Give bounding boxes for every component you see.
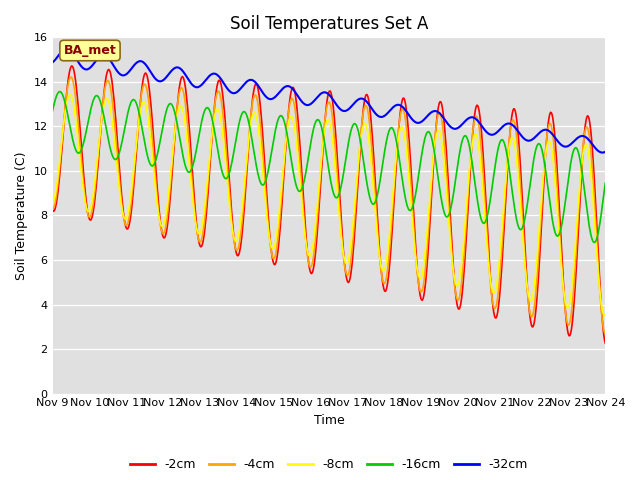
- -2cm: [397, 106, 404, 111]
- -8cm: [59, 131, 67, 137]
- -32cm: [397, 103, 404, 108]
- -2cm: [68, 63, 76, 69]
- -16cm: [172, 117, 180, 122]
- -32cm: [63, 46, 70, 51]
- -4cm: [602, 331, 609, 336]
- -2cm: [602, 340, 609, 346]
- -16cm: [116, 147, 124, 153]
- -4cm: [67, 74, 75, 80]
- X-axis label: Time: Time: [314, 414, 344, 427]
- -32cm: [116, 72, 124, 77]
- -4cm: [413, 267, 420, 273]
- -8cm: [413, 264, 420, 270]
- -32cm: [202, 77, 209, 83]
- -32cm: [172, 65, 180, 71]
- -8cm: [49, 201, 56, 206]
- -2cm: [116, 175, 124, 181]
- Line: -16cm: -16cm: [52, 92, 605, 242]
- Text: BA_met: BA_met: [63, 44, 116, 57]
- -8cm: [397, 125, 404, 131]
- -2cm: [59, 138, 67, 144]
- -16cm: [591, 240, 598, 245]
- Line: -2cm: -2cm: [52, 66, 605, 343]
- -2cm: [202, 220, 209, 226]
- -4cm: [202, 208, 209, 214]
- -4cm: [172, 112, 180, 118]
- -16cm: [49, 108, 56, 114]
- -8cm: [202, 197, 209, 203]
- -32cm: [59, 48, 67, 54]
- -16cm: [413, 183, 420, 189]
- -16cm: [60, 94, 67, 99]
- -4cm: [49, 206, 56, 212]
- -8cm: [116, 194, 124, 200]
- -16cm: [397, 166, 404, 172]
- Line: -4cm: -4cm: [52, 77, 605, 334]
- -32cm: [602, 149, 609, 155]
- -32cm: [413, 120, 420, 126]
- -16cm: [56, 89, 63, 95]
- -8cm: [172, 118, 180, 124]
- -8cm: [602, 312, 609, 317]
- Title: Soil Temperatures Set A: Soil Temperatures Set A: [230, 15, 428, 33]
- -16cm: [202, 106, 209, 112]
- -2cm: [172, 114, 180, 120]
- Legend: -2cm, -4cm, -8cm, -16cm, -32cm: -2cm, -4cm, -8cm, -16cm, -32cm: [125, 453, 533, 476]
- -4cm: [397, 110, 404, 116]
- -2cm: [413, 262, 420, 267]
- -2cm: [49, 207, 56, 213]
- Line: -8cm: -8cm: [52, 95, 605, 315]
- -4cm: [59, 132, 67, 137]
- Y-axis label: Soil Temperature (C): Soil Temperature (C): [15, 151, 28, 280]
- Line: -32cm: -32cm: [52, 48, 605, 153]
- -16cm: [602, 180, 609, 186]
- -32cm: [49, 60, 56, 65]
- -32cm: [598, 150, 606, 156]
- -4cm: [116, 187, 124, 192]
- -8cm: [67, 92, 74, 97]
- -8cm: [601, 312, 609, 318]
